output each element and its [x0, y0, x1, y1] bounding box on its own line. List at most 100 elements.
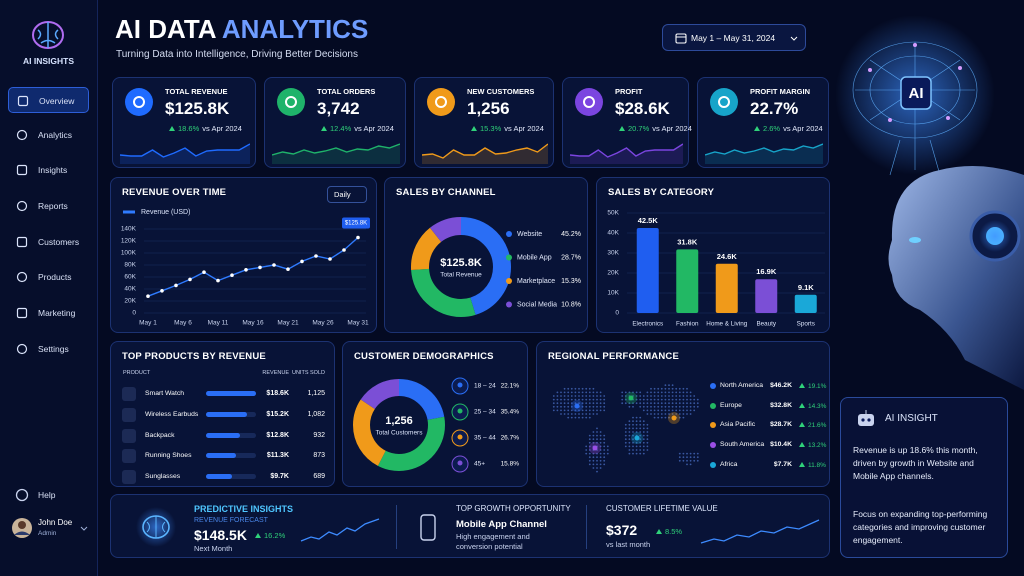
- map-dot: [642, 427, 645, 430]
- map-dot: [563, 405, 566, 408]
- nav-item[interactable]: Insights: [8, 157, 89, 183]
- map-dot: [671, 395, 674, 397]
- date-chevron: [790, 36, 798, 41]
- map-dot: [657, 416, 660, 419]
- nav-label: Overview: [39, 96, 75, 106]
- map-dot: [596, 395, 598, 397]
- map-dot: [646, 431, 649, 433]
- map-dot: [664, 405, 667, 408]
- map-dot: [650, 413, 652, 415]
- map-dot: [668, 395, 670, 397]
- map-dot: [578, 387, 580, 390]
- revenue-point: [286, 267, 290, 271]
- map-dot: [588, 402, 591, 405]
- map-dot: [675, 387, 678, 390]
- map-dot: [646, 441, 649, 444]
- help-link[interactable]: Help: [38, 490, 56, 500]
- nav-item[interactable]: Customers: [8, 229, 89, 255]
- map-dot: [686, 398, 688, 401]
- map-dot: [696, 452, 699, 455]
- ai-insight-card: AI INSIGHT Revenue is up 18.6% this mont…: [840, 397, 1008, 558]
- nav-item[interactable]: Products: [8, 264, 89, 290]
- legend-icon-person: [457, 434, 463, 440]
- region-name: Asia Pacific: [720, 421, 756, 429]
- up-arrow: [799, 461, 805, 467]
- map-dot: [632, 434, 634, 437]
- nav-item[interactable]: Overview: [8, 87, 89, 113]
- channel-panel: SALES BY CHANNEL $125.8K Total Revenue Webs…: [384, 177, 588, 333]
- region-change-value: 21.6%: [808, 422, 827, 430]
- world-map: [552, 384, 699, 473]
- map-dot: [657, 391, 660, 394]
- date-picker[interactable]: May 1 – May 31, 2024: [662, 24, 806, 51]
- map-dot: [639, 398, 642, 401]
- up-arrow: [754, 126, 760, 131]
- map-dot: [581, 413, 584, 415]
- kpi-card: TOTAL REVENUE $125.8K 18.6% vs Apr 2024: [112, 77, 256, 168]
- kpi-compare: vs Apr 2024: [783, 124, 823, 133]
- map-dot: [603, 395, 606, 397]
- donut-segment: [353, 379, 445, 471]
- nav-item[interactable]: Analytics: [8, 122, 89, 148]
- category-panel: SALES BY CATEGORY 0 10K 20K 30K 40K 50K 42.5K El…: [596, 177, 830, 333]
- user-menu-chevron[interactable]: [80, 526, 88, 532]
- map-dot: [599, 395, 602, 397]
- nav-label: Reports: [38, 201, 68, 211]
- map-dot: [678, 452, 681, 455]
- map-dot: [686, 405, 688, 408]
- map-dot: [599, 467, 602, 469]
- kpi-compare: vs Apr 2024: [504, 124, 544, 133]
- kpi-sparkline-line: [705, 143, 823, 156]
- map-dot: [596, 456, 598, 459]
- units-sold: 873: [313, 452, 325, 460]
- clv-title: CUSTOMER LIFETIME VALUE: [606, 504, 718, 513]
- map-dot: [642, 438, 645, 441]
- revenue-point: [244, 268, 248, 272]
- map-dot: [693, 402, 696, 405]
- donut-segment: [411, 217, 511, 317]
- map-dot: [588, 416, 591, 419]
- map-dot: [646, 409, 649, 412]
- map-dot: [581, 398, 584, 401]
- map-dot: [567, 398, 570, 401]
- map-dot: [639, 395, 642, 397]
- clv-period: vs last month: [606, 540, 651, 549]
- map-dot: [588, 409, 591, 412]
- map-dot: [678, 398, 681, 401]
- product-name: Backpack: [145, 431, 175, 439]
- map-dot: [563, 413, 566, 415]
- map-dot: [603, 456, 606, 459]
- map-dot: [628, 449, 631, 451]
- map-dot: [668, 405, 670, 408]
- kpi-change-value: 12.4%: [330, 124, 352, 133]
- region-change: 11.8%: [799, 461, 826, 470]
- revenue-point: [314, 254, 318, 258]
- legend-dot: [506, 231, 512, 237]
- map-dot: [632, 423, 634, 426]
- nav-item[interactable]: Settings: [8, 336, 89, 362]
- nav-item[interactable]: Reports: [8, 193, 89, 219]
- map-dot: [664, 395, 667, 397]
- map-dot: [563, 395, 566, 397]
- map-dot: [628, 402, 631, 405]
- donut-segment: [411, 217, 511, 317]
- map-dot: [668, 387, 670, 390]
- map-dot: [696, 405, 699, 408]
- panel-title: SALES BY CATEGORY: [608, 187, 715, 198]
- kpi-sparkline-area: [705, 144, 823, 164]
- map-dot: [642, 402, 645, 405]
- legend-label: 18 – 24: [474, 383, 496, 390]
- map-dot: [660, 405, 663, 408]
- revenue-panel: REVENUE OVER TIME Daily Revenue (USD) 0 20…: [110, 177, 377, 333]
- map-dot: [585, 391, 588, 394]
- y-tick-label: 30K: [607, 250, 619, 257]
- map-dot: [574, 416, 577, 419]
- map-dot: [570, 405, 573, 408]
- legend-value: 26.7%: [501, 435, 520, 442]
- period-select[interactable]: Daily: [327, 186, 367, 203]
- nav-item[interactable]: Marketing: [8, 300, 89, 326]
- clv-change-value: 8.5%: [665, 527, 683, 536]
- map-dot: [624, 391, 627, 394]
- panel-title: REVENUE OVER TIME: [122, 187, 227, 198]
